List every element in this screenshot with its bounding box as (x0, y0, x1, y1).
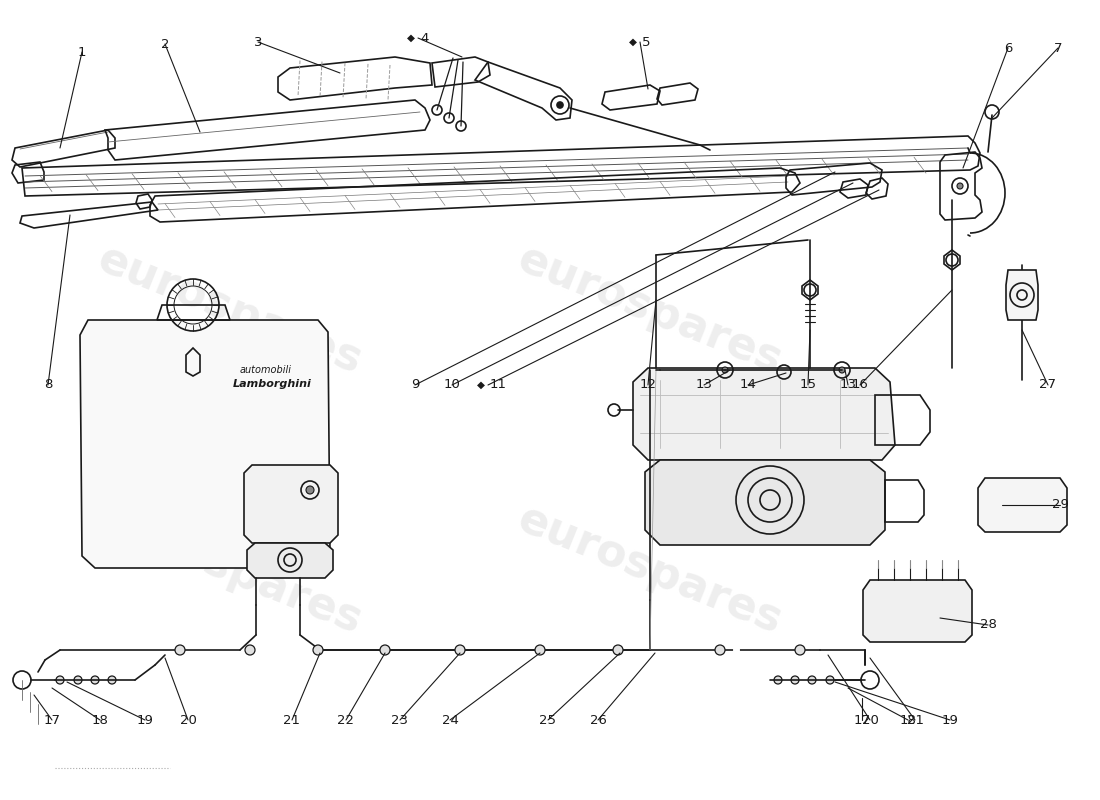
Text: ◆: ◆ (629, 37, 637, 47)
Circle shape (74, 676, 82, 684)
Text: 10: 10 (443, 378, 461, 391)
Text: 2: 2 (161, 38, 169, 50)
Text: 22: 22 (338, 714, 354, 726)
Text: 26: 26 (590, 714, 606, 726)
Circle shape (808, 676, 816, 684)
Text: 16: 16 (851, 378, 868, 391)
Text: 11: 11 (490, 378, 507, 391)
Text: automobili: automobili (240, 365, 292, 375)
Text: 28: 28 (980, 618, 997, 631)
Circle shape (791, 676, 799, 684)
Circle shape (826, 676, 834, 684)
Circle shape (91, 676, 99, 684)
Text: eurospares: eurospares (91, 498, 368, 642)
Polygon shape (645, 460, 886, 545)
Text: eurospares: eurospares (512, 498, 789, 642)
Polygon shape (1006, 270, 1038, 320)
Text: 5: 5 (642, 35, 650, 49)
Circle shape (774, 676, 782, 684)
Polygon shape (864, 580, 972, 642)
Text: 21: 21 (906, 714, 924, 726)
Text: 17: 17 (44, 714, 60, 726)
Text: 15: 15 (800, 378, 816, 391)
Text: 23: 23 (392, 714, 408, 726)
Circle shape (795, 645, 805, 655)
Circle shape (56, 676, 64, 684)
Text: 18: 18 (91, 714, 109, 726)
Text: 8: 8 (44, 378, 52, 391)
Text: 20: 20 (179, 714, 197, 726)
Text: 13: 13 (695, 378, 713, 391)
Text: eurospares: eurospares (512, 238, 789, 382)
Circle shape (306, 486, 313, 494)
Text: 17: 17 (854, 714, 870, 726)
Text: 3: 3 (254, 35, 262, 49)
Polygon shape (80, 320, 330, 568)
Circle shape (455, 645, 465, 655)
Text: 24: 24 (441, 714, 459, 726)
Text: 6: 6 (1004, 42, 1012, 54)
Text: 19: 19 (136, 714, 153, 726)
Circle shape (379, 645, 390, 655)
Circle shape (557, 102, 563, 108)
Text: ◆: ◆ (407, 33, 415, 43)
Text: ◆: ◆ (477, 380, 485, 390)
Text: 20: 20 (861, 714, 879, 726)
Text: 18: 18 (900, 714, 916, 726)
Text: 12: 12 (639, 378, 657, 391)
Circle shape (245, 645, 255, 655)
Polygon shape (632, 368, 895, 460)
Text: 21: 21 (284, 714, 300, 726)
Text: 1: 1 (78, 46, 86, 58)
Circle shape (535, 645, 544, 655)
Circle shape (722, 367, 728, 373)
Polygon shape (244, 465, 338, 543)
Text: 25: 25 (539, 714, 557, 726)
Text: 9: 9 (410, 378, 419, 391)
Circle shape (715, 645, 725, 655)
Circle shape (175, 645, 185, 655)
Circle shape (108, 676, 115, 684)
Polygon shape (978, 478, 1067, 532)
Text: Lamborghini: Lamborghini (233, 379, 312, 389)
Text: 4: 4 (420, 31, 428, 45)
Circle shape (314, 645, 323, 655)
Circle shape (613, 645, 623, 655)
Circle shape (839, 367, 845, 373)
Text: 27: 27 (1040, 378, 1056, 391)
Text: 7: 7 (1054, 42, 1063, 54)
Text: 19: 19 (942, 714, 958, 726)
Text: 13: 13 (839, 378, 857, 391)
Polygon shape (248, 543, 333, 578)
Text: eurospares: eurospares (91, 238, 368, 382)
Circle shape (957, 183, 962, 189)
Text: 29: 29 (1052, 498, 1068, 511)
Text: 14: 14 (739, 378, 757, 391)
